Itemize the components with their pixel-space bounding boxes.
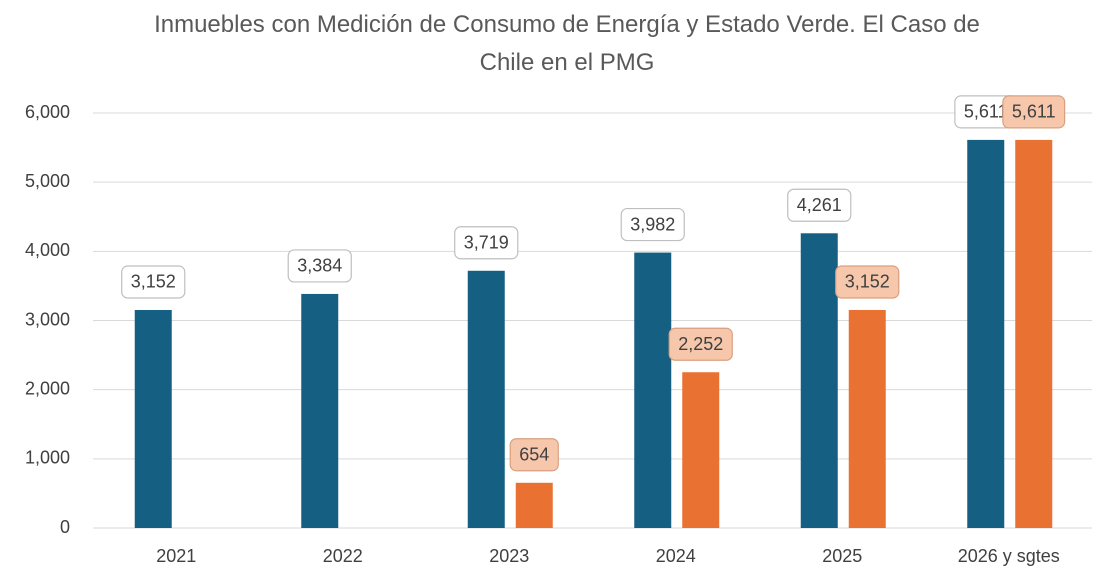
data-label-box xyxy=(620,207,685,242)
bar xyxy=(1015,139,1053,529)
data-label-box xyxy=(454,226,519,260)
data-label: 4,261 xyxy=(797,195,842,215)
data-label: 654 xyxy=(519,445,549,465)
data-label-box xyxy=(509,438,559,472)
x-tick-label: 2023 xyxy=(489,546,529,566)
x-tick-label: 2021 xyxy=(156,546,196,566)
data-label: 3,152 xyxy=(131,272,176,292)
y-tick-label: 3,000 xyxy=(25,309,70,329)
bar xyxy=(800,233,838,529)
data-label-box xyxy=(787,188,852,222)
bar xyxy=(967,139,1005,529)
x-tick-label: 2026 y sgtes xyxy=(958,546,1060,566)
x-tick-label: 2025 xyxy=(822,546,862,566)
data-label-box xyxy=(835,265,900,299)
data-label: 3,384 xyxy=(297,256,342,276)
bar xyxy=(634,252,672,528)
data-label: 3,719 xyxy=(464,233,509,253)
data-label: 5,611 xyxy=(964,102,1008,122)
bar xyxy=(301,293,339,528)
bar xyxy=(134,309,172,528)
bar xyxy=(682,372,720,528)
data-label: 2,252 xyxy=(678,334,723,354)
bar xyxy=(848,309,886,528)
y-tick-label: 6,000 xyxy=(25,102,70,122)
y-tick-label: 4,000 xyxy=(25,240,70,260)
data-label-box xyxy=(121,265,186,299)
y-tick-label: 1,000 xyxy=(25,448,70,468)
y-tick-label: 2,000 xyxy=(25,378,70,398)
x-tick-label: 2024 xyxy=(656,546,696,566)
bar xyxy=(467,270,505,528)
bar xyxy=(515,482,553,528)
data-label-box xyxy=(287,249,352,283)
y-tick-label: 0 xyxy=(60,517,70,537)
chart-title: Inmuebles con Medición de Consumo de Ene… xyxy=(154,11,980,76)
x-tick-label: 2022 xyxy=(323,546,363,566)
data-label-box xyxy=(1002,95,1066,129)
y-tick-label: 5,000 xyxy=(25,171,70,191)
data-label: 5,611 xyxy=(1012,102,1056,122)
data-label: 3,152 xyxy=(845,272,890,292)
data-label: 3,982 xyxy=(630,214,675,234)
data-label-box xyxy=(668,327,733,361)
